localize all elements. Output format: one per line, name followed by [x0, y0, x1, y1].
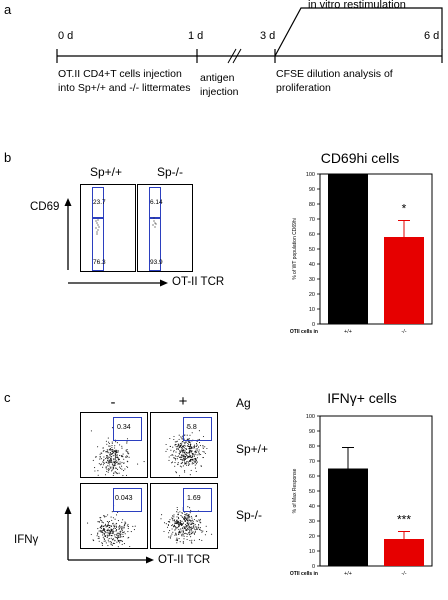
event-day3: CFSE dilution analysis of proliferation [276, 68, 393, 94]
y-tick-label-0-70: 70 [309, 217, 315, 223]
dots-b-ko [152, 217, 157, 228]
bar-chart-ifng: 0 10 20 30 40 50 60 70 80 90 100 % of Max Response +… [290, 414, 433, 577]
y-tick-label-0-0: 0 [312, 322, 315, 328]
dot-cloud-group [87, 505, 136, 548]
x-category-label-0-1: -/- [401, 329, 406, 335]
flow-plot-c-ko-neg: 0.043 [80, 483, 148, 549]
gate-value-b-wt-top: 23.7 [93, 199, 106, 206]
flow-plot-c-wt-pos: 5.8 [150, 412, 218, 478]
y-axis-title-1: % of Max Response [292, 468, 298, 513]
bar-1-1 [384, 539, 424, 566]
timepoint-6d: 6 d [424, 30, 440, 42]
gate-c-ko-pos [183, 488, 212, 512]
dot-cloud-group [160, 506, 213, 544]
y-tick-label-0-50: 50 [309, 247, 315, 253]
flow-plot-b-wt: 23.7 76.3 [80, 184, 136, 272]
significance-1: *** [397, 513, 411, 527]
bar-0-0 [328, 174, 368, 324]
y-tick-label-1-90: 90 [309, 429, 315, 435]
row-label-ko: Sp-/- [236, 508, 263, 522]
y-tick-label-0-80: 80 [309, 202, 315, 208]
dot-cloud-group [90, 427, 145, 477]
timeline [56, 7, 443, 64]
chart-title-cd69: CD69hi cells [320, 150, 400, 166]
x-category-label-0-0: +/+ [344, 329, 352, 335]
bar-1-0 [328, 468, 368, 566]
gate-value-b-ko-bottom: 93.9 [150, 259, 163, 266]
y-tick-label-0-40: 40 [309, 262, 315, 268]
gate-value-c-wt-pos: 5.8 [187, 424, 197, 431]
y-tick-label-0-60: 60 [309, 232, 315, 238]
chart-title-ifng: IFNγ+ cells [327, 390, 397, 406]
y-tick-label-1-100: 100 [306, 414, 315, 420]
y-axis-label-c: IFNγ [14, 534, 39, 546]
ag-label: Ag [236, 396, 251, 410]
column-label-ag-neg: - [110, 394, 116, 411]
column-label-ag-pos: + [178, 393, 188, 410]
dots-b-wt [95, 219, 100, 235]
timepoint-3d: 3 d [260, 30, 276, 42]
bar-0-1 [384, 237, 424, 324]
flow-plot-c-wt-neg: 0.34 [80, 412, 148, 478]
x-category-label-1-1: -/- [401, 571, 406, 577]
gate-c-ko-neg [113, 488, 142, 512]
flow-plot-b-ko: 6.14 93.9 [137, 184, 193, 272]
dot-cloud-group [165, 426, 208, 477]
dots-c-ko-neg [87, 505, 136, 548]
dots-c-wt-neg [90, 427, 145, 477]
dots-c-wt-pos [165, 426, 208, 477]
y-axis-label-b: CD69 [30, 201, 60, 213]
y-tick-label-1-20: 20 [309, 534, 315, 540]
gate-c-wt-pos [183, 417, 212, 441]
event-day1: antigen injection [200, 72, 239, 98]
y-tick-label-1-80: 80 [309, 444, 315, 450]
y-tick-label-0-10: 10 [309, 307, 315, 313]
y-tick-label-1-40: 40 [309, 504, 315, 510]
significance-0: * [402, 202, 407, 216]
timepoint-1d: 1 d [188, 30, 204, 42]
gate-value-b-ko-top: 6.14 [150, 199, 163, 206]
x-category-label-1-0: +/+ [344, 571, 352, 577]
gate-b-wt-top [92, 187, 104, 219]
y-tick-label-0-20: 20 [309, 292, 315, 298]
y-tick-label-1-30: 30 [309, 519, 315, 525]
y-tick-label-1-10: 10 [309, 549, 315, 555]
x-axis-prefix-0: OTII cells in [290, 329, 318, 335]
y-tick-label-1-50: 50 [309, 489, 315, 495]
gate-value-c-wt-neg: 0.34 [117, 424, 131, 431]
restimulation-label: in vitro restimulation [308, 0, 406, 11]
gate-b-ko-bottom [149, 217, 161, 271]
y-tick-label-1-60: 60 [309, 474, 315, 480]
y-tick-label-0-100: 100 [306, 172, 315, 178]
y-tick-label-0-90: 90 [309, 187, 315, 193]
bar-chart-cd69: 0 10 20 30 40 50 60 70 80 90 100 % of WT population… [290, 172, 433, 335]
x-axis-label-c: OT-II TCR [158, 554, 211, 566]
column-label-wt: Sp+/+ [89, 165, 123, 179]
gate-value-c-ko-pos: 1.69 [187, 495, 201, 502]
gate-b-ko-top [149, 187, 161, 219]
panel-a-letter: a [4, 2, 12, 17]
y-tick-label-0-30: 30 [309, 277, 315, 283]
column-label-ko: Sp-/- [156, 165, 183, 179]
gate-c-wt-neg [113, 417, 142, 441]
dots-c-ko-pos [160, 506, 213, 544]
x-axis-label-b: OT-II TCR [172, 276, 225, 288]
timepoint-0d: 0 d [58, 30, 74, 42]
y-tick-label-1-70: 70 [309, 459, 315, 465]
row-label-wt: Sp+/+ [236, 442, 269, 456]
gate-value-c-ko-neg: 0.043 [115, 495, 133, 502]
panel-b-letter: b [4, 150, 12, 165]
y-tick-label-1-0: 0 [312, 564, 315, 570]
y-axis-title-0: % of WT population CD69hi [292, 218, 298, 280]
flow-plot-c-ko-pos: 1.69 [150, 483, 218, 549]
panel-c-letter: c [4, 390, 11, 405]
gate-b-wt-bottom [92, 217, 104, 271]
x-axis-prefix-1: OTII cells in [290, 571, 318, 577]
event-day0: OT.II CD4+T cells injection into Sp+/+ a… [58, 68, 191, 94]
gate-value-b-wt-bottom: 76.3 [93, 259, 106, 266]
